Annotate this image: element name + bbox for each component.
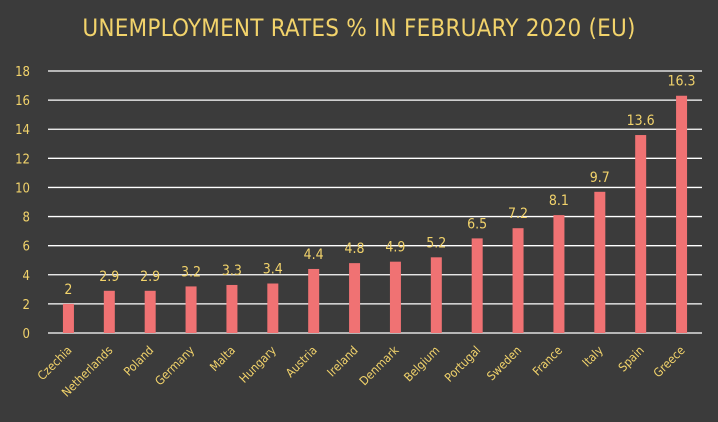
bar-portugal [471, 238, 483, 333]
bar-greece [676, 95, 688, 333]
y-tick-label: 4 [23, 269, 30, 284]
chart-title: UNEMPLOYMENT RATES % IN FEBRUARY 2020 (E… [82, 14, 636, 42]
bar-netherlands [103, 290, 115, 333]
data-label: 6.5 [467, 216, 487, 232]
bar-spain [635, 135, 647, 333]
bar-hungary [267, 283, 279, 333]
data-label: 16.3 [668, 74, 696, 90]
data-label: 2.9 [140, 269, 160, 285]
data-label: 4.9 [385, 240, 405, 256]
bar-italy [594, 191, 606, 333]
data-label: 13.6 [627, 113, 655, 129]
data-label: 8.1 [549, 193, 569, 209]
x-tick-label: Spain [616, 343, 647, 374]
x-tick-label: Italy [579, 343, 606, 370]
y-tick-label: 12 [15, 152, 30, 167]
y-tick-label: 10 [15, 181, 30, 196]
bar-sweden [512, 228, 524, 333]
x-tick-label: Portugal [442, 343, 483, 384]
bar-germany [185, 286, 197, 333]
data-label: 2 [64, 282, 72, 298]
x-tick-label: France [530, 343, 565, 378]
x-tick-label: Denmark [357, 343, 403, 389]
data-label: 3.3 [222, 263, 242, 279]
bar-ireland [349, 263, 361, 333]
x-tick-label: Ireland [324, 343, 360, 379]
bar-france [553, 215, 565, 333]
y-tick-label: 16 [15, 94, 30, 109]
x-tick-label: Malta [207, 343, 238, 374]
x-tick-label: Hungary [236, 343, 279, 386]
data-label: 3.4 [263, 262, 283, 278]
data-label: 3.2 [181, 264, 201, 280]
y-tick-label: 18 [15, 65, 30, 80]
bar-belgium [430, 257, 442, 333]
data-label: 9.7 [590, 170, 610, 186]
x-tick-label: Belgium [401, 343, 442, 384]
bar-czechia [62, 303, 74, 333]
y-tick-label: 8 [23, 211, 30, 226]
y-tick-label: 6 [23, 240, 30, 255]
bar-poland [144, 290, 156, 333]
y-axis-ticks: 0 2 4 6 8 10 12 14 16 18 [15, 65, 30, 342]
x-tick-label: Czechia [35, 343, 75, 383]
gridlines [48, 70, 702, 334]
data-label: 7.2 [508, 206, 528, 222]
bar-austria [308, 268, 320, 333]
bar-malta [226, 284, 238, 333]
y-tick-label: 0 [23, 327, 30, 342]
data-label: 4.4 [304, 247, 324, 263]
y-tick-label: 14 [15, 123, 30, 138]
x-tick-label: Poland [121, 343, 156, 378]
data-label: 5.2 [426, 235, 446, 251]
y-tick-label: 2 [23, 298, 30, 313]
bar-denmark [389, 261, 401, 333]
data-label: 2.9 [99, 269, 119, 285]
x-tick-label: Germany [152, 343, 197, 388]
data-labels: 2 2.9 2.9 3.2 3.3 3.4 4.4 4.8 4.9 5.2 6.5 7.2 8.1 9.7… [64, 74, 695, 298]
x-tick-label: Austria [283, 343, 320, 380]
data-label: 4.8 [345, 241, 365, 257]
x-tick-label: Sweden [484, 343, 524, 383]
bars [62, 95, 688, 333]
x-tick-label: Greece [651, 343, 688, 380]
